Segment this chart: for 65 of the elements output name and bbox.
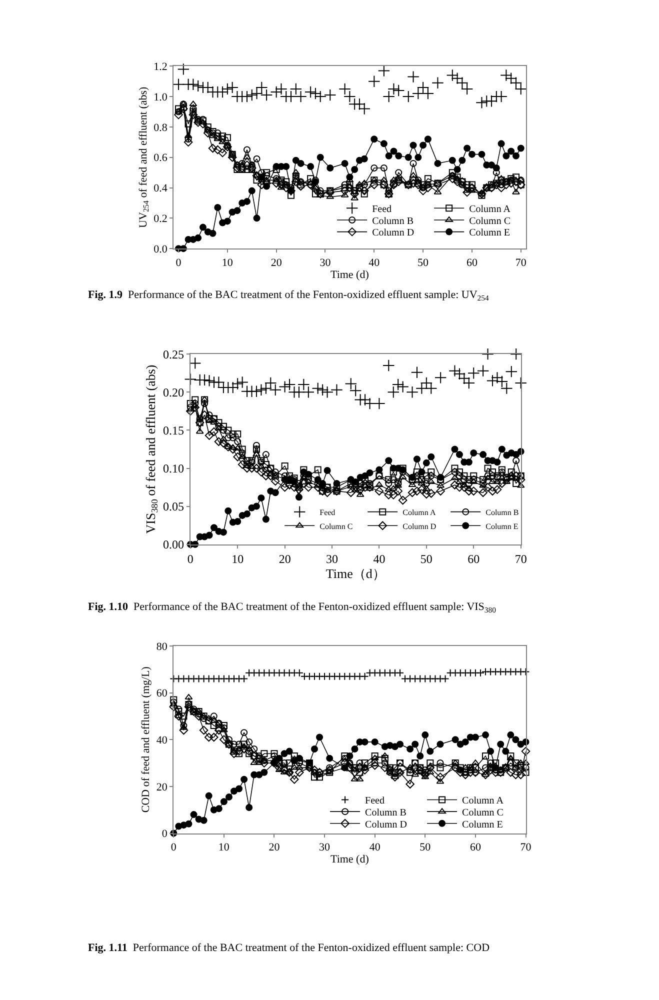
caption: Fig. 1.9 Performance of the BAC treatment of the Fenton-oxidized effluent sample: UV$_{254}$ xyxy=(88,289,489,302)
caption: Fig. 1.10 Performance of the BAC treatment of the Fenton-oxidized effluent sample: VIS$_{380}$ xyxy=(88,601,496,614)
y-tick-label: 1.0 xyxy=(154,91,168,104)
x-tick-label: 70 xyxy=(520,841,532,854)
x-tick-label: 10 xyxy=(218,841,230,854)
legend-label: Column D xyxy=(372,228,414,239)
y-tick-label: 20 xyxy=(156,781,168,794)
x-tick-label: 50 xyxy=(418,256,430,269)
x-tick-label: 20 xyxy=(268,841,280,854)
x-tick-label: 30 xyxy=(326,552,338,566)
x-tick-label: 20 xyxy=(270,256,282,269)
x-axis-title: Time (d) xyxy=(330,854,370,866)
legend-label: Feed xyxy=(320,508,336,517)
legend-label: Column C xyxy=(462,807,504,818)
x-tick-label: 70 xyxy=(515,256,527,269)
x-tick-label: 10 xyxy=(232,552,244,566)
y-tick-label: 1.2 xyxy=(154,61,168,74)
x-tick-label: 50 xyxy=(420,841,432,854)
x-axis-title: Time (d) xyxy=(330,268,370,281)
y-tick-label: 0.00 xyxy=(163,538,184,552)
y-tick-label: 0.8 xyxy=(154,122,168,134)
legend-label: Column D xyxy=(402,522,436,531)
y-tick-label: 0.20 xyxy=(163,385,184,400)
legend-label: Column E xyxy=(486,522,518,531)
y-tick-label: 0.2 xyxy=(154,213,168,226)
y-tick-label: 0.10 xyxy=(163,461,184,476)
legend-label: Feed xyxy=(372,204,392,216)
x-axis-title: Time（d） xyxy=(326,566,386,581)
legend-label: Column A xyxy=(469,204,512,216)
x-tick-label: 70 xyxy=(514,552,527,566)
y-tick-label: 0.25 xyxy=(163,347,184,362)
x-tick-label: 50 xyxy=(420,552,432,566)
x-tick-label: 0 xyxy=(187,552,194,566)
y-tick-label: 0.15 xyxy=(163,423,184,438)
legend-label: Column E xyxy=(469,228,510,239)
legend-label: Column A xyxy=(402,508,436,517)
y-tick-label: 0 xyxy=(162,828,168,840)
y-tick-label: 60 xyxy=(156,688,168,700)
y-tick-label: 0.0 xyxy=(154,243,168,256)
legend-label: Column D xyxy=(365,819,408,830)
legend-label: Column B xyxy=(486,508,519,517)
x-tick-label: 10 xyxy=(222,256,234,269)
y-tick-label: 0.4 xyxy=(154,182,168,195)
legend-label: Column C xyxy=(469,216,511,227)
x-tick-label: 60 xyxy=(470,841,482,854)
x-tick-label: 60 xyxy=(468,552,480,566)
y-axis-title: COD of feed and effluent (mg/L) xyxy=(140,666,152,813)
legend-label: Feed xyxy=(365,796,385,807)
x-tick-label: 40 xyxy=(373,552,386,566)
y-tick-label: 0.6 xyxy=(154,152,168,164)
x-tick-label: 30 xyxy=(319,841,331,854)
x-tick-label: 60 xyxy=(466,256,478,269)
x-tick-label: 40 xyxy=(369,841,381,854)
x-tick-label: 20 xyxy=(278,552,291,566)
legend-label: Column B xyxy=(372,216,414,227)
x-tick-label: 30 xyxy=(320,256,332,269)
y-tick-label: 40 xyxy=(156,734,168,746)
y-tick-label: 0.05 xyxy=(163,500,184,514)
legend-label: Column B xyxy=(365,807,407,818)
legend-label: Column C xyxy=(320,522,353,531)
legend-label: Column A xyxy=(462,796,504,807)
x-tick-label: 40 xyxy=(368,256,380,269)
legend-label: Column E xyxy=(462,819,503,830)
caption: Fig. 1.11 Performance of the BAC treatment of the Fenton-oxidized effluent sample: COD xyxy=(88,942,490,954)
y-tick-label: 80 xyxy=(156,640,168,653)
